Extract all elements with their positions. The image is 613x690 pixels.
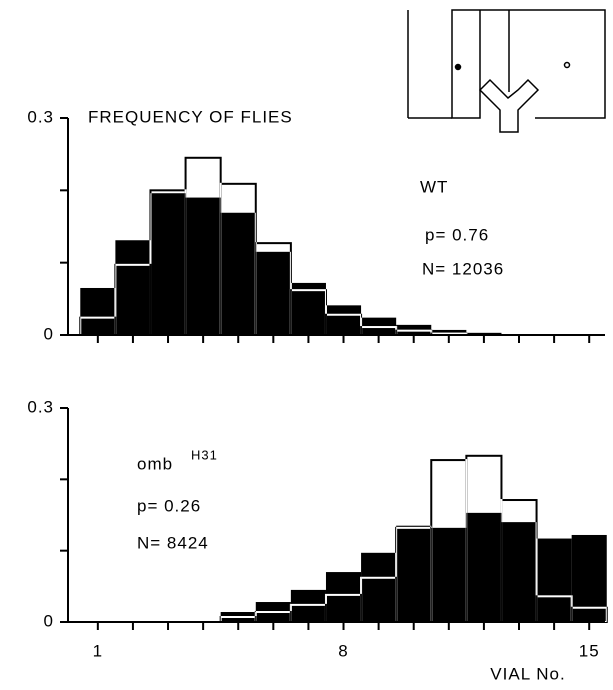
annotation: N= 12036 (422, 259, 504, 278)
annotation: WT (420, 177, 448, 196)
bar (466, 512, 502, 622)
x-axis-label: VIAL No. (490, 664, 565, 683)
bar (361, 552, 397, 622)
dark-dot (563, 61, 571, 69)
x-tick-label: 15 (579, 641, 600, 660)
x-tick-label: 1 (93, 641, 103, 660)
inset-frame (451, 9, 606, 119)
bar (290, 282, 326, 335)
y-tick-label: 0.3 (27, 107, 54, 126)
y-tick-label: 0 (44, 324, 54, 343)
y-tick-label: 0 (44, 611, 54, 630)
annotation: p= 0.76 (425, 225, 489, 244)
bar (290, 589, 326, 622)
bar (255, 251, 291, 335)
bar (501, 522, 537, 622)
annotation: p= 0.26 (137, 496, 201, 515)
annotation: N= 8424 (137, 533, 209, 552)
bar (150, 193, 186, 335)
bar (220, 212, 256, 335)
maze-y (478, 78, 540, 133)
bar (185, 197, 221, 335)
annotation: H31 (191, 447, 218, 462)
maze-inset (407, 9, 606, 133)
bar (325, 572, 362, 622)
y-tick-label: 0.3 (27, 397, 54, 416)
bar (396, 525, 432, 622)
bar (571, 534, 607, 622)
annotation: omb (137, 454, 173, 473)
light-dot (454, 63, 462, 71)
inset-frame-left (407, 10, 452, 119)
bar (115, 240, 151, 335)
bar (80, 287, 116, 335)
bar (536, 538, 572, 622)
bar (431, 527, 467, 622)
bar (466, 332, 502, 335)
x-tick-label: 8 (338, 641, 348, 660)
chart-title: FREQUENCY OF FLIES (88, 107, 293, 126)
bar (325, 305, 362, 335)
bar (431, 329, 467, 335)
